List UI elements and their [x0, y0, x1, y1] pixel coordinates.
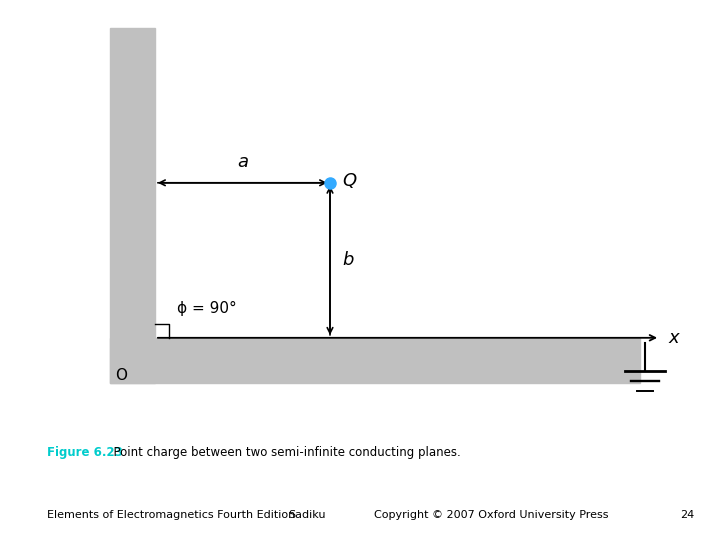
Bar — [110, 28, 155, 383]
Text: a: a — [237, 153, 248, 171]
Text: Elements of Electromagnetics Fourth Edition: Elements of Electromagnetics Fourth Edit… — [47, 510, 295, 521]
Text: Sadiku: Sadiku — [288, 510, 325, 521]
Text: ϕ = 90°: ϕ = 90° — [177, 301, 237, 316]
Text: Copyright © 2007 Oxford University Press: Copyright © 2007 Oxford University Press — [374, 510, 609, 521]
Text: x: x — [668, 329, 679, 347]
Text: Q: Q — [342, 172, 356, 190]
Text: b: b — [342, 251, 354, 269]
Text: Figure 6.23: Figure 6.23 — [47, 446, 122, 460]
Text: 24: 24 — [680, 510, 695, 521]
Text: Point charge between two semi-infinite conducting planes.: Point charge between two semi-infinite c… — [106, 446, 461, 460]
Bar — [110, 338, 640, 383]
Text: O: O — [115, 368, 127, 383]
